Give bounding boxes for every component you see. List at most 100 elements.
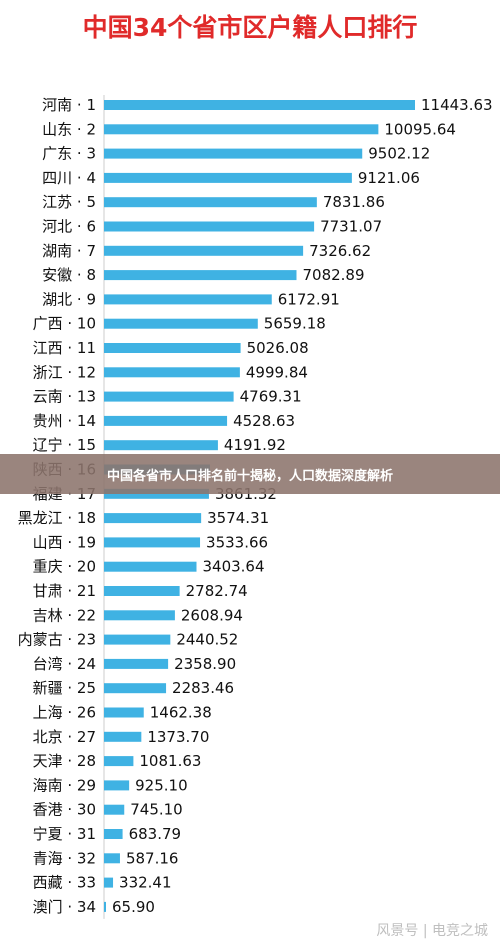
category-label: 山东 · 2 <box>42 120 96 138</box>
value-label: 2440.52 <box>176 631 238 649</box>
value-label: 332.41 <box>119 874 172 892</box>
value-label: 3403.64 <box>202 558 264 576</box>
value-label: 5026.08 <box>247 339 309 357</box>
value-label: 7082.89 <box>302 266 364 284</box>
bar <box>104 294 272 305</box>
category-label: 安徽 · 8 <box>42 266 96 284</box>
category-label: 四川 · 4 <box>42 169 96 187</box>
value-label: 6172.91 <box>278 290 340 308</box>
value-label: 7731.07 <box>320 218 382 236</box>
bar <box>104 707 144 718</box>
value-label: 9502.12 <box>368 145 430 163</box>
bar <box>104 221 315 232</box>
value-label: 7326.62 <box>309 242 371 260</box>
bar <box>104 537 201 548</box>
category-label: 内蒙古 · 23 <box>18 631 96 649</box>
value-label: 3533.66 <box>206 533 268 551</box>
bar <box>104 877 114 888</box>
value-label: 7831.86 <box>323 193 385 211</box>
bar <box>104 391 234 402</box>
category-label: 台湾 · 24 <box>33 655 96 673</box>
bar <box>104 343 241 353</box>
category-label: 浙江 · 12 <box>33 363 96 381</box>
category-label: 江西 · 11 <box>33 339 96 357</box>
bar <box>104 683 167 694</box>
category-label: 山西 · 19 <box>33 533 96 551</box>
bar <box>104 658 169 669</box>
bar <box>104 610 175 621</box>
value-label: 4528.63 <box>233 412 295 430</box>
category-label: 澳门 · 34 <box>33 898 96 916</box>
category-label: 贵州 · 14 <box>33 412 96 430</box>
value-label: 2782.74 <box>186 582 248 600</box>
caption-banner: 中国各省市人口排名前十揭秘，人口数据深度解析 <box>0 454 500 494</box>
category-label: 广西 · 10 <box>33 315 96 333</box>
category-label: 江苏 · 5 <box>42 193 96 211</box>
value-label: 9121.06 <box>358 169 420 187</box>
bar <box>104 124 379 135</box>
bar <box>104 318 258 329</box>
value-label: 4999.84 <box>246 363 308 381</box>
bar <box>104 634 171 645</box>
bar <box>104 100 415 110</box>
bar <box>104 901 106 912</box>
bar <box>104 367 240 378</box>
category-label: 广东 · 3 <box>42 145 96 163</box>
bar <box>104 853 120 864</box>
category-label: 海南 · 29 <box>33 776 96 794</box>
value-label: 2358.90 <box>174 655 236 673</box>
value-label: 587.16 <box>126 849 178 867</box>
category-label: 新疆 · 25 <box>33 679 96 697</box>
value-label: 925.10 <box>135 776 188 794</box>
category-label: 辽宁 · 15 <box>33 436 96 454</box>
category-label: 天津 · 28 <box>33 752 96 770</box>
bar <box>104 586 180 596</box>
value-label: 5659.18 <box>264 315 326 333</box>
value-label: 3574.31 <box>207 509 269 527</box>
value-label: 683.79 <box>129 825 182 843</box>
category-label: 宁夏 · 31 <box>33 825 96 843</box>
category-label: 吉林 · 22 <box>33 606 96 624</box>
category-label: 湖北 · 9 <box>42 290 96 308</box>
bar <box>104 829 123 839</box>
category-label: 上海 · 26 <box>33 704 96 722</box>
bar <box>104 172 352 183</box>
bar <box>104 780 130 791</box>
category-label: 湖南 · 7 <box>42 242 96 260</box>
category-label: 河北 · 6 <box>42 218 96 236</box>
bar <box>104 756 134 767</box>
category-label: 河南 · 1 <box>42 96 96 114</box>
category-label: 黑龙江 · 18 <box>18 509 96 527</box>
bar <box>104 415 228 426</box>
bar <box>104 561 197 572</box>
bar <box>104 197 317 208</box>
category-label: 青海 · 32 <box>33 849 96 867</box>
value-label: 10095.64 <box>384 120 456 138</box>
category-label: 北京 · 27 <box>33 728 96 746</box>
value-label: 4191.92 <box>224 436 286 454</box>
bar <box>104 513 202 524</box>
bar <box>104 148 363 159</box>
category-label: 甘肃 · 21 <box>33 582 96 600</box>
value-label: 65.90 <box>112 898 155 916</box>
value-label: 11443.63 <box>421 96 493 114</box>
category-label: 香港 · 30 <box>33 801 96 819</box>
watermark: 风景号 | 电竞之城 <box>376 923 488 939</box>
bar <box>104 804 125 815</box>
category-label: 重庆 · 20 <box>33 558 96 576</box>
chart-title: 中国34个省市区户籍人口排行 <box>82 13 418 42</box>
bar <box>104 440 218 451</box>
category-label: 云南 · 13 <box>33 388 96 406</box>
value-label: 1462.38 <box>150 704 212 722</box>
value-label: 4769.31 <box>240 388 302 406</box>
bar <box>104 270 297 281</box>
category-label: 西藏 · 33 <box>33 874 96 892</box>
value-label: 745.10 <box>130 801 183 819</box>
value-label: 1373.70 <box>147 728 209 746</box>
value-label: 2283.46 <box>172 679 234 697</box>
bar <box>104 731 142 742</box>
bar <box>104 245 304 256</box>
value-label: 1081.63 <box>139 752 201 770</box>
value-label: 2608.94 <box>181 606 243 624</box>
